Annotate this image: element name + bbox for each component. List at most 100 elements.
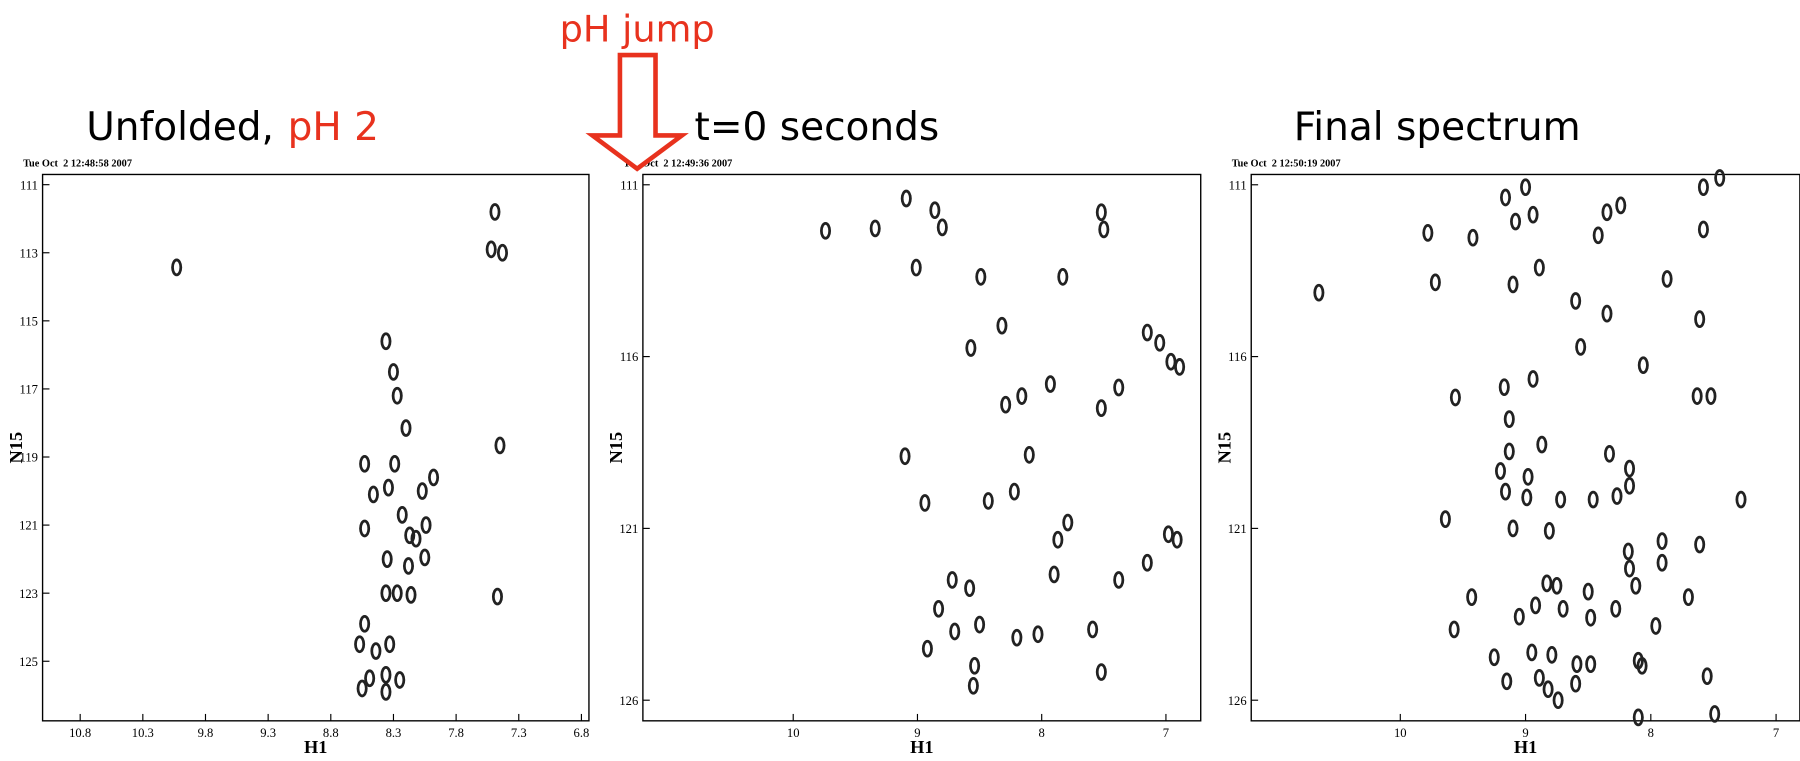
- peak: [1526, 643, 1538, 662]
- y-tick-label: 119: [20, 451, 38, 465]
- peak: [1503, 442, 1515, 461]
- x-axis-label: H1: [1514, 737, 1537, 757]
- peak: [1585, 608, 1597, 627]
- peak: [946, 571, 958, 589]
- x-tick-label: 6.8: [574, 726, 590, 740]
- peak: [384, 635, 396, 654]
- x-tick-label: 10.8: [69, 726, 91, 740]
- peak: [1541, 574, 1553, 593]
- peak: [1113, 571, 1125, 589]
- panel-title-text: Unfolded,: [86, 105, 274, 150]
- peak: [1650, 617, 1662, 635]
- peak: [1087, 620, 1099, 639]
- x-tick-label: 10: [1394, 726, 1407, 740]
- peak: [982, 492, 994, 510]
- peak: [933, 599, 945, 618]
- ph-jump-arrow: [585, 52, 689, 172]
- y-tick-label: 121: [619, 522, 638, 536]
- y-tick-label: 111: [20, 178, 38, 192]
- peak: [1057, 268, 1069, 286]
- peak: [1533, 258, 1545, 277]
- peak: [1697, 178, 1709, 197]
- peak: [1542, 680, 1554, 699]
- peak: [1429, 273, 1441, 292]
- peak: [899, 447, 911, 466]
- peak: [1624, 459, 1636, 478]
- spectrum-panel: t=0 seconds Tue Oct 2 12:49:36 2007 10 9 8 7 1…: [606, 105, 1202, 757]
- plot-frame: [642, 173, 1202, 722]
- y-tick-label: 123: [19, 587, 38, 601]
- peak: [936, 218, 948, 237]
- peak: [1557, 599, 1569, 618]
- peak: [1691, 387, 1703, 405]
- peak: [496, 243, 508, 262]
- peak: [394, 671, 406, 689]
- peak: [1592, 226, 1604, 245]
- peak: [1494, 462, 1507, 480]
- y-axis-label: N15: [1215, 432, 1235, 464]
- peak: [391, 386, 403, 405]
- peak: [1023, 446, 1035, 464]
- peak: [1510, 212, 1522, 231]
- peak: [428, 468, 440, 487]
- x-axis-label: H1: [910, 737, 933, 757]
- peak: [1632, 651, 1644, 670]
- y-tick-label: 115: [20, 314, 38, 328]
- peak: [380, 666, 392, 684]
- panel-title-text: Final spectrum: [1294, 105, 1581, 150]
- y-tick-label: 116: [620, 350, 638, 364]
- peak: [1709, 705, 1721, 723]
- panel-title: Final spectrum: [1294, 105, 1581, 150]
- x-tick-label: 9: [914, 726, 920, 740]
- peak: [1062, 513, 1074, 532]
- peak: [367, 485, 379, 504]
- peak: [359, 519, 371, 538]
- peak: [1543, 521, 1555, 540]
- peak: [380, 683, 392, 701]
- peak: [489, 203, 501, 221]
- panel-title: t=0 seconds: [695, 105, 940, 150]
- y-tick-label: 125: [19, 655, 38, 669]
- x-tick-label: 9.3: [260, 726, 276, 740]
- peak: [1500, 188, 1512, 207]
- peak: [1048, 565, 1060, 584]
- peak: [1488, 648, 1500, 667]
- peak: [1507, 275, 1519, 294]
- peak: [1570, 674, 1582, 693]
- peak: [869, 219, 881, 238]
- peak: [410, 529, 422, 548]
- x-tick-label: 8: [1648, 726, 1654, 740]
- peak: [1705, 387, 1717, 405]
- peak: [1008, 482, 1020, 501]
- x-tick-label: 7: [1163, 726, 1169, 740]
- peak: [1507, 519, 1519, 538]
- peak: [1098, 220, 1110, 239]
- plot-frame: [1250, 173, 1800, 722]
- y-tick-label: 121: [19, 519, 38, 533]
- peak: [965, 339, 977, 357]
- peak: [381, 550, 393, 568]
- peak: [391, 584, 403, 603]
- peak: [1141, 323, 1153, 342]
- timestamp: Tue Oct 2 12:50:19 2007: [1232, 158, 1341, 169]
- peak: [919, 494, 931, 512]
- peak: [1016, 387, 1028, 405]
- peak: [404, 526, 416, 545]
- peak: [967, 676, 979, 695]
- peak: [964, 579, 976, 598]
- peak: [1521, 488, 1533, 507]
- peak: [1313, 283, 1325, 302]
- peak: [1533, 669, 1545, 687]
- peak: [1527, 370, 1539, 388]
- peak: [1694, 310, 1706, 328]
- peak: [1661, 270, 1673, 288]
- peak: [1500, 482, 1512, 501]
- peak: [1165, 352, 1177, 371]
- peak: [1095, 663, 1107, 681]
- peak: [1601, 203, 1613, 222]
- peak: [1513, 607, 1525, 626]
- peak: [364, 669, 376, 688]
- x-tick-label: 9: [1522, 726, 1528, 740]
- x-tick-label: 9.8: [198, 726, 214, 740]
- x-tick-label: 10: [787, 726, 800, 740]
